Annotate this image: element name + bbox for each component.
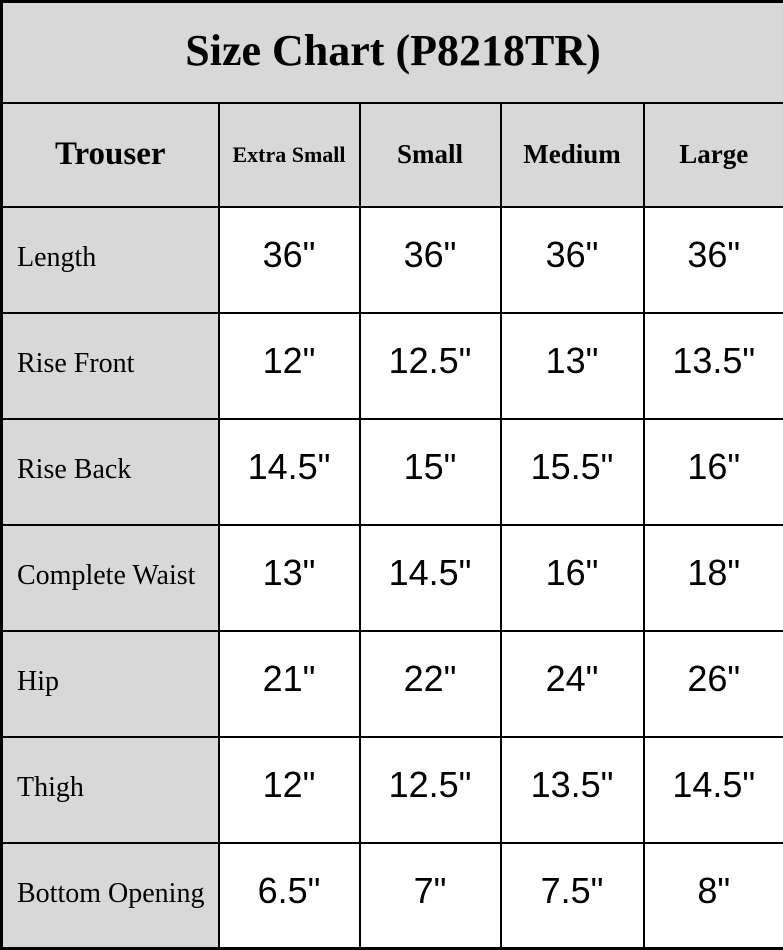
value-cell: 14.5" xyxy=(219,419,360,525)
value-cell: 13.5" xyxy=(644,313,783,419)
table-row-complete-waist: Complete Waist 13" 14.5" 16" 18" xyxy=(2,525,783,631)
value-cell: 15.5" xyxy=(501,419,644,525)
value-cell: 22" xyxy=(360,631,501,737)
row-label: Bottom Opening xyxy=(2,843,219,949)
value-cell: 7" xyxy=(360,843,501,949)
value-cell: 14.5" xyxy=(644,737,783,843)
value-cell: 6.5" xyxy=(219,843,360,949)
value-cell: 13" xyxy=(501,313,644,419)
value-cell: 13.5" xyxy=(501,737,644,843)
column-header-small: Small xyxy=(360,103,501,207)
row-label: Complete Waist xyxy=(2,525,219,631)
table-row-thigh: Thigh 12" 12.5" 13.5" 14.5" xyxy=(2,737,783,843)
title-row: Size Chart (P8218TR) xyxy=(2,2,783,103)
column-header-medium: Medium xyxy=(501,103,644,207)
value-cell: 8" xyxy=(644,843,783,949)
value-cell: 15" xyxy=(360,419,501,525)
table-row-rise-back: Rise Back 14.5" 15" 15.5" 16" xyxy=(2,419,783,525)
page-title: Size Chart (P8218TR) xyxy=(2,2,783,103)
row-label: Rise Back xyxy=(2,419,219,525)
value-cell: 12.5" xyxy=(360,313,501,419)
table-row-length: Length 36" 36" 36" 36" xyxy=(2,207,783,313)
value-cell: 24" xyxy=(501,631,644,737)
value-cell: 14.5" xyxy=(360,525,501,631)
table-row-hip: Hip 21" 22" 24" 26" xyxy=(2,631,783,737)
value-cell: 21" xyxy=(219,631,360,737)
value-cell: 36" xyxy=(501,207,644,313)
value-cell: 36" xyxy=(360,207,501,313)
value-cell: 16" xyxy=(644,419,783,525)
row-label: Hip xyxy=(2,631,219,737)
value-cell: 26" xyxy=(644,631,783,737)
row-label: Length xyxy=(2,207,219,313)
value-cell: 7.5" xyxy=(501,843,644,949)
corner-header-trouser: Trouser xyxy=(2,103,219,207)
row-label: Thigh xyxy=(2,737,219,843)
value-cell: 12.5" xyxy=(360,737,501,843)
value-cell: 36" xyxy=(644,207,783,313)
value-cell: 12" xyxy=(219,313,360,419)
value-cell: 36" xyxy=(219,207,360,313)
value-cell: 12" xyxy=(219,737,360,843)
table-row-bottom-opening: Bottom Opening 6.5" 7" 7.5" 8" xyxy=(2,843,783,949)
value-cell: 13" xyxy=(219,525,360,631)
column-header-row: Trouser Extra Small Small Medium Large xyxy=(2,103,783,207)
row-label: Rise Front xyxy=(2,313,219,419)
table-row-rise-front: Rise Front 12" 12.5" 13" 13.5" xyxy=(2,313,783,419)
column-header-extra-small: Extra Small xyxy=(219,103,360,207)
value-cell: 18" xyxy=(644,525,783,631)
column-header-large: Large xyxy=(644,103,783,207)
value-cell: 16" xyxy=(501,525,644,631)
